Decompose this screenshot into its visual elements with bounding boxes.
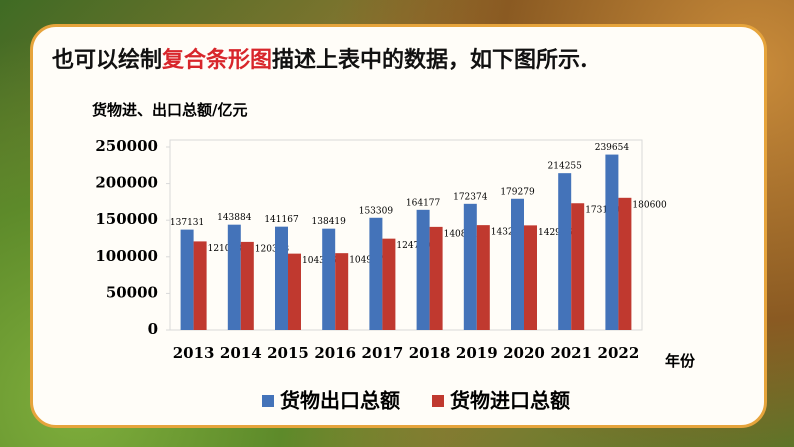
- x-tick-label: 2018: [409, 344, 451, 362]
- heading: 也可以绘制复合条形图描述上表中的数据，如下图所示.: [52, 42, 588, 74]
- x-tick-label: 2016: [314, 344, 356, 362]
- bar: [476, 225, 490, 330]
- y-tick-label: 200000: [95, 174, 158, 192]
- bar: [382, 238, 396, 330]
- data-label: 104967: [349, 256, 384, 266]
- legend-swatch: [262, 395, 274, 407]
- bar: [240, 241, 254, 330]
- heading-highlight: 复合条形图: [162, 47, 273, 73]
- data-label: 120358: [255, 244, 290, 254]
- data-label: 214255: [548, 162, 583, 172]
- data-label: 138419: [312, 217, 347, 227]
- bar: [524, 225, 537, 330]
- bar: [369, 217, 383, 330]
- y-tick-label: 250000: [95, 137, 158, 155]
- x-tick-label: 2022: [598, 344, 640, 362]
- x-axis-label: 年份: [665, 352, 696, 370]
- data-label: 143884: [217, 213, 252, 223]
- x-tick-label: 2015: [267, 344, 309, 362]
- heading-text: 描述上表中的数据，如下图所示.: [272, 47, 588, 73]
- panel: [30, 24, 767, 428]
- bar: [511, 198, 524, 330]
- data-label: 141167: [264, 215, 299, 225]
- bar: [429, 226, 443, 330]
- bar: [275, 226, 288, 330]
- data-label: 140881: [444, 229, 478, 239]
- legend-label: 货物出口总额: [280, 389, 400, 413]
- bar: [558, 173, 572, 330]
- data-label: 173159: [585, 206, 620, 216]
- bar: [180, 229, 194, 330]
- bar: [618, 197, 632, 330]
- y-tick-label: 100000: [95, 247, 158, 265]
- legend-label: 货物进口总额: [450, 389, 570, 413]
- bar: [288, 253, 301, 330]
- bar: [227, 224, 241, 330]
- data-label: 137131: [170, 218, 204, 228]
- x-tick-label: 2020: [503, 344, 545, 362]
- x-tick-label: 2013: [173, 344, 215, 362]
- data-label: 142936: [538, 228, 573, 238]
- x-tick-label: 2019: [456, 344, 498, 362]
- y-tick-label: 0: [148, 320, 158, 338]
- data-label: 121038: [208, 244, 243, 254]
- bar: [571, 203, 585, 330]
- x-tick-label: 2017: [362, 344, 404, 362]
- data-label: 124790: [396, 241, 431, 251]
- bar: [335, 253, 349, 330]
- bar: [605, 154, 619, 330]
- y-tick-label: 50000: [106, 283, 158, 301]
- data-label: 239654: [595, 143, 630, 153]
- data-label: 180600: [632, 200, 667, 210]
- x-tick-label: 2021: [550, 344, 592, 362]
- bar: [416, 209, 430, 330]
- x-tick-label: 2014: [220, 344, 262, 362]
- data-label: 153309: [359, 206, 394, 216]
- heading-text: 也可以绘制: [52, 47, 163, 73]
- y-axis-label: 货物进、出口总额/亿元: [92, 101, 247, 119]
- bar: [463, 203, 477, 330]
- legend-swatch: [432, 395, 444, 407]
- data-label: 179279: [500, 187, 535, 197]
- y-tick-label: 150000: [95, 210, 158, 228]
- bar: [193, 241, 207, 330]
- bar: [322, 228, 336, 330]
- plot-frame: [169, 139, 643, 331]
- data-label: 104336: [302, 256, 337, 266]
- data-label: 172374: [453, 192, 488, 202]
- data-label: 143254: [491, 228, 526, 238]
- data-label: 164177: [406, 198, 441, 208]
